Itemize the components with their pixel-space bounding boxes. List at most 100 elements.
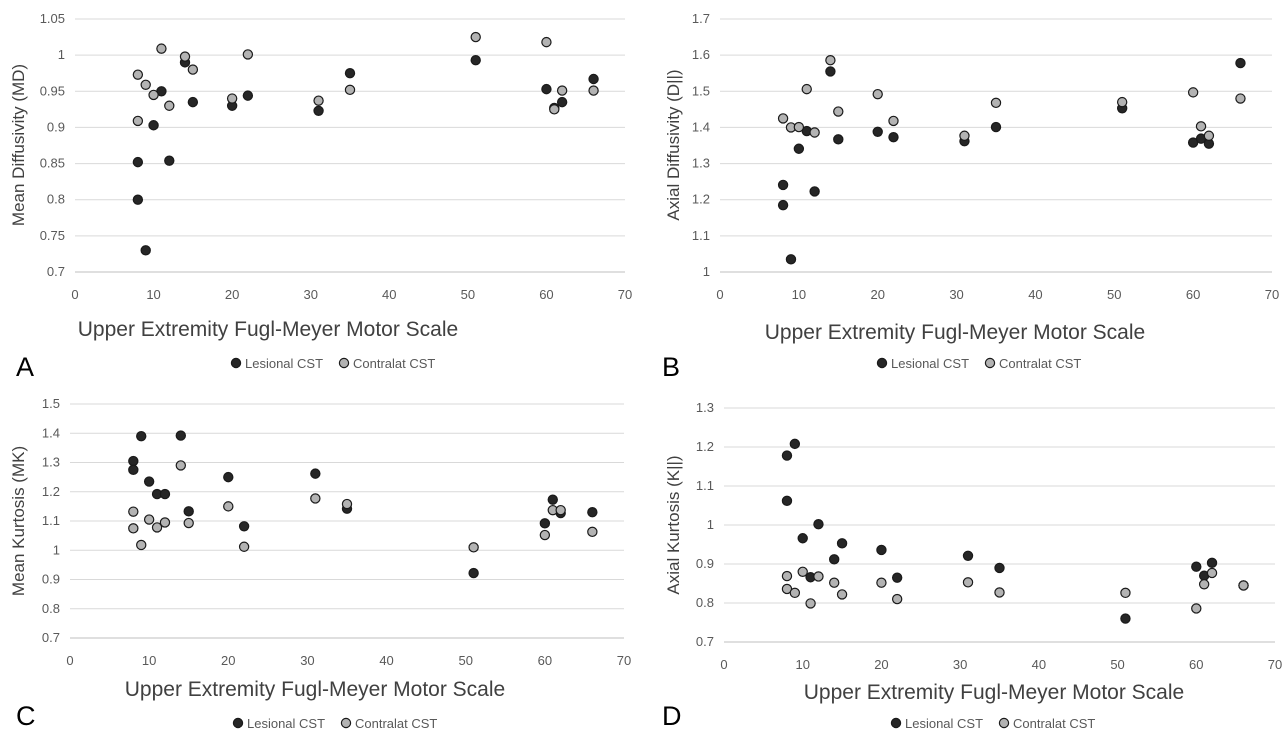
- data-point-contralat: [140, 79, 151, 90]
- data-point-lesional: [994, 562, 1005, 574]
- data-point-contralat: [344, 84, 356, 96]
- legend-label-lesional: Lesional CST: [891, 356, 969, 371]
- data-point-lesional: [128, 464, 139, 476]
- x-tick-label: 20: [870, 287, 884, 302]
- x-tick-label: 70: [618, 287, 632, 302]
- data-point-contralat: [1203, 130, 1215, 141]
- x-tick-label: 20: [221, 653, 235, 668]
- data-point-lesional: [238, 521, 250, 532]
- x-tick-label: 0: [720, 657, 727, 672]
- x-tick-label: 20: [874, 657, 888, 672]
- data-point-lesional: [781, 495, 793, 507]
- data-point-contralat: [587, 526, 598, 538]
- data-point-contralat: [136, 539, 147, 551]
- x-tick-label: 0: [66, 653, 73, 668]
- x-tick-label: 20: [225, 287, 239, 302]
- data-point-lesional: [587, 507, 598, 518]
- y-axis-title: Axial Kurtosis (K||): [664, 455, 683, 594]
- chart-panel-d: 0.7 0.8 0.9 1 1.1 1.2 1.3 0 10 20 30 40 50 60 70 Axial …: [662, 400, 1282, 731]
- data-point-contralat: [1195, 121, 1207, 132]
- data-point-lesional: [132, 194, 144, 205]
- legend-label-lesional: Lesional CST: [905, 716, 983, 731]
- data-point-lesional: [128, 455, 139, 467]
- y-tick-label: 1: [703, 264, 710, 279]
- y-axis-title: Mean Kurtosis (MK): [9, 446, 28, 596]
- data-point-lesional: [813, 519, 824, 530]
- y-tick-label: 0.7: [696, 634, 714, 649]
- legend-marker-contralat: [998, 717, 1010, 729]
- x-tick-label: 10: [792, 287, 806, 302]
- data-point-contralat: [132, 115, 144, 127]
- data-point-lesional: [242, 90, 254, 101]
- y-tick-label: 1.6: [692, 47, 710, 62]
- x-tick-label: 0: [71, 287, 78, 302]
- legend-marker-contralat: [340, 717, 352, 729]
- y-tick-label: 0.8: [696, 595, 714, 610]
- data-point-contralat: [187, 64, 199, 75]
- x-tick-label: 70: [617, 653, 631, 668]
- y-axis-title: Axial Diffusivity (D||): [664, 69, 683, 220]
- y-tick-label: 0.75: [40, 228, 65, 243]
- data-point-contralat: [313, 95, 324, 106]
- data-point-contralat: [805, 598, 816, 609]
- data-point-contralat: [159, 517, 171, 528]
- data-point-contralat: [128, 523, 139, 534]
- data-point-lesional: [164, 155, 175, 166]
- x-tick-label: 40: [379, 653, 393, 668]
- data-point-contralat: [1187, 87, 1199, 98]
- data-point-contralat: [175, 460, 186, 471]
- x-axis-title: Upper Extremity Fugl-Meyer Motor Scale: [125, 678, 505, 701]
- data-point-contralat: [829, 577, 840, 588]
- data-point-contralat: [555, 504, 566, 516]
- y-tick-label: 0.9: [696, 556, 714, 571]
- data-point-lesional: [588, 73, 599, 85]
- data-point-contralat: [470, 31, 481, 43]
- data-point-contralat: [994, 587, 1005, 598]
- y-tick-label: 1.1: [42, 513, 60, 528]
- data-point-lesional: [777, 179, 789, 191]
- x-tick-label: 30: [303, 287, 317, 302]
- x-tick-label: 40: [382, 287, 396, 302]
- legend-marker-lesional: [232, 717, 244, 729]
- x-tick-label: 70: [1268, 657, 1282, 672]
- data-point-lesional: [223, 471, 234, 483]
- data-point-lesional: [872, 126, 883, 137]
- chart-panel-b: 1 1.1 1.2 1.3 1.4 1.5 1.6 1.7 0 10 20 30 40 50 60 70 Axi…: [662, 11, 1279, 382]
- data-point-lesional: [132, 156, 144, 168]
- data-point-lesional: [310, 468, 321, 479]
- x-tick-label: 30: [953, 657, 967, 672]
- y-tick-label: 1.7: [692, 11, 710, 26]
- y-tick-label: 0.85: [40, 156, 65, 171]
- data-point-contralat: [226, 93, 238, 104]
- x-tick-label: 60: [1189, 657, 1203, 672]
- data-point-lesional: [891, 572, 903, 583]
- x-tick-label: 50: [1107, 287, 1121, 302]
- y-tick-label: 1.4: [42, 425, 60, 440]
- y-tick-label: 1: [58, 47, 65, 62]
- y-tick-label: 0.8: [47, 192, 65, 207]
- data-point-lesional: [1191, 561, 1202, 572]
- data-point-contralat: [1238, 580, 1249, 591]
- y-tick-label: 1: [53, 542, 60, 557]
- data-point-lesional: [175, 430, 186, 441]
- legend-label-lesional: Lesional CST: [247, 716, 325, 731]
- data-point-lesional: [781, 450, 793, 461]
- legend-label-lesional: Lesional CST: [245, 356, 323, 371]
- data-point-lesional: [468, 567, 479, 579]
- data-point-contralat: [549, 104, 560, 115]
- data-point-contralat: [242, 49, 254, 60]
- data-point-contralat: [143, 514, 155, 525]
- x-tick-label: 60: [539, 287, 553, 302]
- data-point-lesional: [809, 186, 820, 197]
- y-tick-label: 1.2: [42, 484, 60, 499]
- data-point-lesional: [1206, 557, 1218, 569]
- data-point-contralat: [801, 83, 812, 95]
- data-point-contralat: [179, 51, 191, 62]
- y-tick-label: 1.3: [692, 156, 710, 171]
- data-point-lesional: [187, 96, 199, 108]
- y-tick-label: 0.8: [42, 601, 60, 616]
- data-point-contralat: [132, 69, 144, 80]
- data-point-contralat: [156, 43, 167, 54]
- data-point-contralat: [962, 577, 974, 588]
- x-tick-label: 30: [300, 653, 314, 668]
